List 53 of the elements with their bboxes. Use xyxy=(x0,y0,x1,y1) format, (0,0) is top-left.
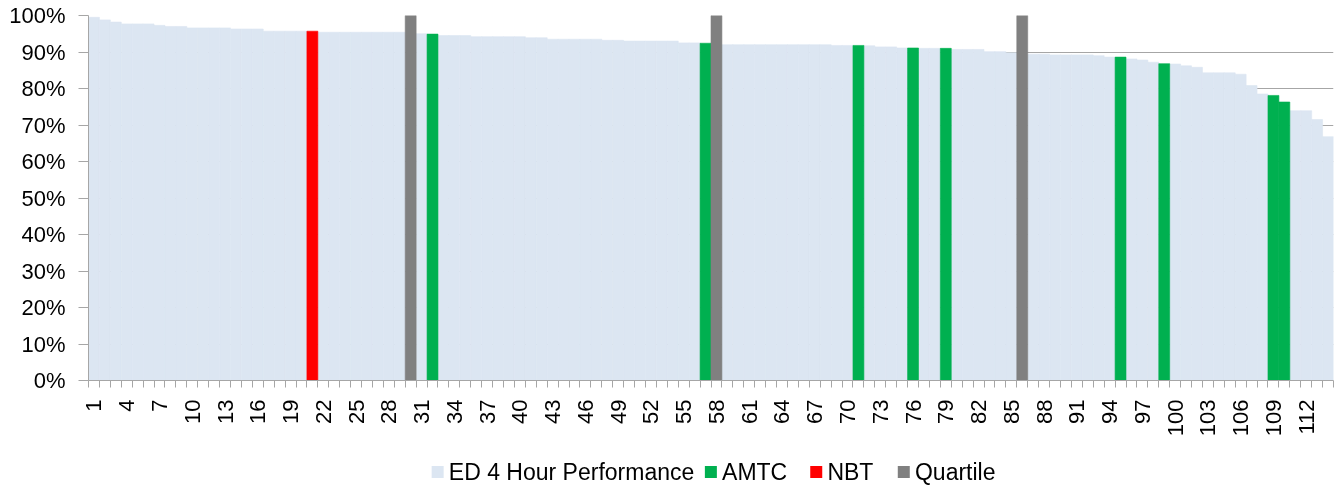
x-tick-label: 7 xyxy=(146,399,172,412)
y-tick-label: 30% xyxy=(21,258,66,284)
x-tick-label: 100 xyxy=(1162,399,1188,437)
y-tick-label: 20% xyxy=(21,295,66,320)
legend-label: ED 4 Hour Performance xyxy=(448,459,695,486)
x-tick-label: 109 xyxy=(1260,399,1286,437)
x-tick-label: 19 xyxy=(278,399,304,424)
x-tick-label: 10 xyxy=(179,399,205,424)
x-tick-label: 34 xyxy=(441,399,467,424)
y-tick-label: 0% xyxy=(33,368,66,393)
x-tick-label: 106 xyxy=(1228,399,1254,437)
x-tick-label: 67 xyxy=(802,399,828,424)
x-tick-label: 79 xyxy=(933,399,959,424)
y-tick-label: 10% xyxy=(21,331,66,357)
x-tick-label: 31 xyxy=(409,399,435,424)
y-tick-label: 80% xyxy=(21,76,66,101)
x-tick-label: 55 xyxy=(671,399,697,424)
x-tick-label: 37 xyxy=(474,399,500,424)
y-tick-label: 90% xyxy=(21,39,66,65)
y-tick-label: 100% xyxy=(9,3,66,28)
x-tick-label: 28 xyxy=(376,399,402,424)
x-tick-label: 46 xyxy=(572,399,598,424)
x-tick-label: 4 xyxy=(114,399,140,412)
x-tick-label: 73 xyxy=(867,399,893,424)
x-tick-label: 43 xyxy=(540,399,566,424)
x-tick-label: 85 xyxy=(998,399,1024,424)
y-tick-label: 40% xyxy=(21,222,66,247)
x-tick-label: 13 xyxy=(212,399,238,424)
y-tick-label: 60% xyxy=(21,149,66,174)
y-tick-label: 70% xyxy=(21,112,66,138)
legend-label: AMTC xyxy=(722,459,788,486)
legend-label: Quartile xyxy=(914,459,996,486)
y-tick-label: 50% xyxy=(21,185,66,211)
x-tick-label: 58 xyxy=(703,399,729,424)
x-tick-label: 103 xyxy=(1195,399,1221,437)
x-tick-label: 61 xyxy=(736,399,762,424)
x-tick-label: 49 xyxy=(605,399,631,424)
x-tick-label: 22 xyxy=(310,399,336,424)
x-tick-label: 52 xyxy=(638,399,664,424)
x-tick-label: 64 xyxy=(769,399,795,424)
x-tick-label: 97 xyxy=(1129,399,1155,424)
x-tick-label: 82 xyxy=(966,399,992,424)
x-tick-label: 94 xyxy=(1097,399,1123,424)
x-tick-label: 16 xyxy=(245,399,271,424)
x-tick-label: 76 xyxy=(900,399,926,424)
x-tick-label: 88 xyxy=(1031,399,1057,424)
x-tick-label: 91 xyxy=(1064,399,1090,424)
x-tick-label: 70 xyxy=(835,399,861,424)
x-tick-label: 25 xyxy=(343,399,369,424)
x-tick-label: 112 xyxy=(1293,399,1319,435)
x-tick-label: 40 xyxy=(507,399,533,424)
legend-label: NBT xyxy=(827,459,874,486)
x-tick-label: 1 xyxy=(81,399,107,412)
